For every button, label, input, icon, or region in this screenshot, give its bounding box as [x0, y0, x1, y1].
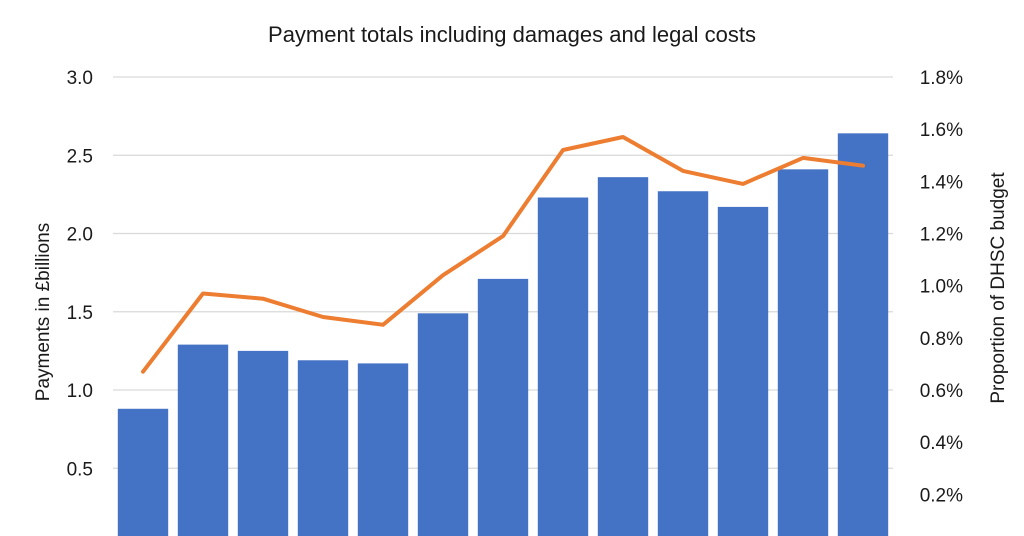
y2-tick-label: 1.6%	[920, 120, 963, 141]
bar	[657, 191, 709, 536]
y2-tick-label: 0.4%	[920, 433, 963, 454]
y2-tick-label: 1.8%	[920, 68, 963, 89]
y2-tick-label: 0.8%	[920, 329, 963, 350]
bar	[297, 360, 349, 536]
chart-title: Payment totals including damages and leg…	[268, 22, 756, 47]
y2-axis-ticks: 0.2% 0.4% 0.6% 0.8% 1.0% 1.2% 1.4% 1.6% 1.8%	[920, 68, 963, 506]
bar-series	[117, 133, 889, 536]
bar	[417, 313, 469, 536]
y2-tick-label: 1.0%	[920, 277, 963, 298]
bar	[117, 408, 169, 536]
y-axis-label: Payments in £billions	[33, 223, 54, 401]
y2-tick-label: 0.6%	[920, 381, 963, 402]
y2-tick-label: 1.4%	[920, 172, 963, 193]
y-tick-label: 2.5	[67, 146, 93, 167]
line-series	[141, 135, 865, 374]
y-axis-ticks: 0.5 1.0 1.5 2.0 2.5 3.0	[67, 68, 93, 480]
y2-tick-label: 0.2%	[920, 485, 963, 506]
y2-axis-label: Proportion of DHSC budget	[988, 172, 1009, 404]
y-tick-label: 1.0	[67, 381, 93, 402]
bar	[237, 350, 289, 536]
bar	[837, 133, 889, 536]
bar	[357, 363, 409, 536]
bar	[537, 197, 589, 536]
y-tick-label: 0.5	[67, 459, 93, 480]
bar	[477, 278, 529, 536]
y2-tick-label: 1.2%	[920, 225, 963, 246]
bar	[717, 206, 769, 536]
y-tick-label: 1.5	[67, 303, 93, 324]
y-tick-label: 3.0	[67, 68, 93, 89]
y-tick-label: 2.0	[67, 225, 93, 246]
bar	[177, 344, 229, 536]
bar	[597, 177, 649, 536]
bar	[777, 169, 829, 536]
